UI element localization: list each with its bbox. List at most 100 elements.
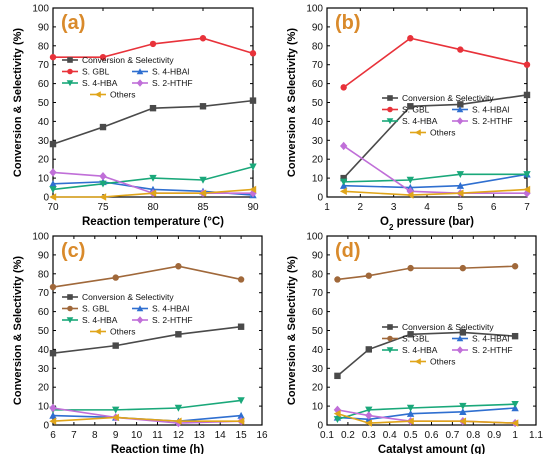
x-tick-label: 0.3 xyxy=(362,430,376,441)
data-point xyxy=(237,411,245,419)
x-tick-label: 1.1 xyxy=(529,430,543,441)
y-axis-title: Conversion & Selectivity (%) xyxy=(286,256,298,405)
legend-item: S. 4-HBA xyxy=(382,116,438,126)
plot-frame xyxy=(52,235,263,426)
data-point xyxy=(149,40,157,48)
data-point xyxy=(511,419,519,427)
data-point xyxy=(456,181,465,189)
data-point xyxy=(175,331,182,338)
data-point xyxy=(112,406,120,414)
legend-label: S. 4-HBAl xyxy=(152,304,189,314)
x-tick-label: 3 xyxy=(391,202,397,213)
legend-item: Conversion & Selectivity xyxy=(382,322,494,332)
data-point xyxy=(523,185,531,194)
y-tick-label: 30 xyxy=(312,136,324,147)
y-tick-label: 60 xyxy=(38,307,50,318)
y-tick-label: 30 xyxy=(312,364,324,375)
data-point xyxy=(199,189,207,197)
panel-b: 0 10 20 30 40 50 60 70 80 90 100 1 2 3 4 5 6 7 O2 pressure… xyxy=(286,4,531,232)
legend-label: Conversion & Selectivity xyxy=(402,322,494,332)
y-tick-label: 80 xyxy=(312,41,324,52)
legend: Conversion & Selectivity S. GBL S. 4-HBAl S… xyxy=(62,292,193,337)
x-tick-label: 16 xyxy=(256,430,268,441)
legend-label: S. 4-HBA xyxy=(82,315,118,325)
data-point xyxy=(459,329,467,336)
y-tick-label: 0 xyxy=(317,193,323,204)
data-point xyxy=(249,185,257,194)
y-tick-label: 40 xyxy=(38,117,50,128)
legend-label: S. GBL xyxy=(82,304,110,314)
data-point xyxy=(199,35,207,42)
x-tick-label: 85 xyxy=(197,202,209,213)
x-tick-label: 7 xyxy=(524,202,530,213)
panel-d: 0 10 20 30 40 50 60 70 80 90 100 0.1 0.2 0.3 0.4 0.5 0.6… xyxy=(286,232,543,454)
legend-label: Others xyxy=(110,90,136,100)
y-tick-label: 70 xyxy=(312,288,324,299)
data-point xyxy=(99,123,107,131)
data-point xyxy=(199,176,207,184)
data-point xyxy=(49,193,57,201)
legend-item: S. 2-HTHF xyxy=(452,345,513,355)
y-tick-label: 10 xyxy=(312,402,324,413)
data-point xyxy=(340,174,347,182)
data-point xyxy=(199,103,207,110)
y-axis: 0 10 20 30 40 50 60 70 80 90 100 xyxy=(32,232,262,432)
x-tick-label: 11 xyxy=(152,430,163,441)
legend-swatch-marker xyxy=(136,305,144,312)
series-3 xyxy=(333,401,519,424)
x-tick-label: 8 xyxy=(92,430,98,441)
panel-label: (a) xyxy=(61,12,85,34)
panel-c: 0 10 20 30 40 50 60 70 80 90 100 6 7 8 9 10 11 12 13 14 15 16… xyxy=(12,232,268,454)
data-point xyxy=(456,189,464,197)
data-point xyxy=(49,180,57,187)
data-point xyxy=(149,104,157,112)
data-point xyxy=(334,372,341,380)
x-tick-label: 90 xyxy=(247,202,259,213)
series-line xyxy=(337,407,516,421)
panel-label: (d) xyxy=(335,240,361,262)
data-point xyxy=(406,409,415,417)
data-point xyxy=(407,331,414,338)
legend-item: S. 4-HBAl xyxy=(452,334,509,344)
legend-item: Others xyxy=(90,90,136,100)
data-point xyxy=(49,417,57,425)
y-tick-label: 20 xyxy=(312,155,324,166)
legend-swatch-marker xyxy=(386,347,394,354)
legend-item: Others xyxy=(90,327,136,337)
data-point xyxy=(339,141,348,151)
data-point xyxy=(237,417,245,425)
y-tick-label: 100 xyxy=(32,232,49,243)
y-tick-label: 90 xyxy=(38,22,50,33)
y-tick-label: 100 xyxy=(306,4,323,15)
y-tick-label: 70 xyxy=(38,288,50,299)
y-tick-label: 50 xyxy=(312,326,324,337)
series-3 xyxy=(339,171,531,186)
series-0 xyxy=(49,97,257,148)
legend-swatch-marker xyxy=(66,317,74,324)
data-point xyxy=(175,263,182,270)
legend-swatch-marker xyxy=(67,294,73,300)
data-point xyxy=(149,189,157,197)
legend-item: S. 4-HBA xyxy=(62,315,118,325)
legend-label: S. GBL xyxy=(402,334,430,344)
legend-swatch-marker xyxy=(387,95,393,101)
legend-swatch-marker xyxy=(66,80,74,87)
legend-swatch-marker xyxy=(136,79,144,87)
y-tick-label: 70 xyxy=(38,60,50,71)
series-4 xyxy=(333,405,519,428)
x-tick-label: 0.4 xyxy=(383,430,397,441)
data-point xyxy=(249,189,257,198)
y-tick-label: 20 xyxy=(38,383,50,394)
series-5 xyxy=(339,185,531,199)
legend-item: Conversion & Selectivity xyxy=(62,292,174,302)
data-point xyxy=(237,276,245,283)
legend-label: S. 4-HBA xyxy=(402,345,438,355)
legend-item: Conversion & Selectivity xyxy=(382,93,494,103)
data-point xyxy=(237,323,245,330)
legend-label: Others xyxy=(430,357,456,367)
legend-label: S. 4-HBA xyxy=(402,116,438,126)
x-tick-label: 4 xyxy=(424,202,430,213)
series-1 xyxy=(49,263,245,291)
